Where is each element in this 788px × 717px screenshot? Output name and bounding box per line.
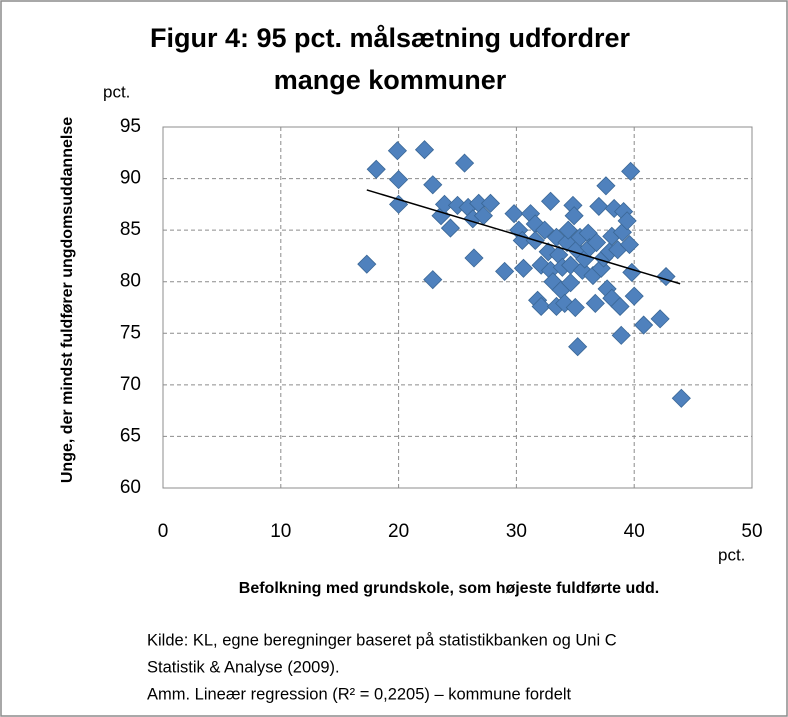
point: [650, 309, 670, 329]
x-unit: pct.: [718, 545, 745, 564]
note: Amm. Lineær regression (R² = 0,2205) – k…: [147, 685, 572, 703]
point: [611, 325, 631, 345]
point: [565, 297, 585, 318]
point: [561, 273, 581, 293]
note: Kilde: KL, egne beregninger baseret på s…: [147, 631, 617, 649]
trendline: [366, 189, 681, 285]
point: [366, 159, 386, 179]
point: [535, 220, 555, 240]
point: [589, 196, 609, 216]
y-tick-label: 80: [120, 271, 141, 292]
point: [540, 191, 561, 211]
note: Statistik & Analyse (2009).: [147, 658, 340, 676]
chart-title: mange kommuner: [274, 65, 507, 95]
point: [610, 296, 630, 317]
point: [585, 293, 605, 313]
y-unit: pct.: [103, 82, 130, 101]
point: [596, 176, 616, 196]
point: [495, 261, 515, 281]
point: [389, 170, 409, 190]
x-tick-label: 50: [741, 521, 762, 542]
x-tick-label: 40: [624, 521, 645, 542]
point: [621, 161, 641, 181]
y-tick-label: 65: [120, 425, 141, 446]
point: [357, 254, 377, 274]
point: [586, 232, 607, 253]
y-tick-label: 70: [120, 374, 141, 395]
x-tick-label: 10: [270, 521, 291, 542]
point: [455, 153, 475, 173]
y-axis-label: Unge, der mindst fuldfører ungdomsuddann…: [59, 117, 76, 483]
point: [617, 211, 637, 231]
y-tick-label: 60: [120, 477, 141, 498]
y-tick-label: 75: [120, 322, 141, 343]
point: [558, 220, 578, 240]
point: [671, 388, 691, 408]
y-tick-label: 90: [120, 168, 141, 189]
point: [504, 204, 524, 224]
point: [619, 235, 640, 255]
point: [531, 296, 551, 317]
y-tick-label: 95: [120, 116, 141, 137]
chart-title: Figur 4: 95 pct. målsætning udfordrer: [150, 23, 631, 53]
point: [512, 230, 532, 251]
point: [624, 286, 644, 306]
point: [423, 270, 443, 290]
x-tick-label: 30: [506, 521, 527, 542]
point: [414, 140, 435, 160]
point: [440, 218, 460, 238]
point: [634, 315, 654, 335]
x-tick-label: 0: [158, 521, 169, 542]
x-axis-label: Befolkning med grundskole, som højeste f…: [239, 580, 659, 597]
point: [568, 337, 588, 357]
point: [387, 141, 407, 161]
y-tick-label: 85: [120, 219, 141, 240]
point: [513, 258, 534, 278]
point: [564, 206, 584, 226]
point: [480, 193, 501, 213]
point: [464, 248, 484, 268]
point: [423, 175, 443, 195]
x-tick-label: 20: [388, 521, 409, 542]
